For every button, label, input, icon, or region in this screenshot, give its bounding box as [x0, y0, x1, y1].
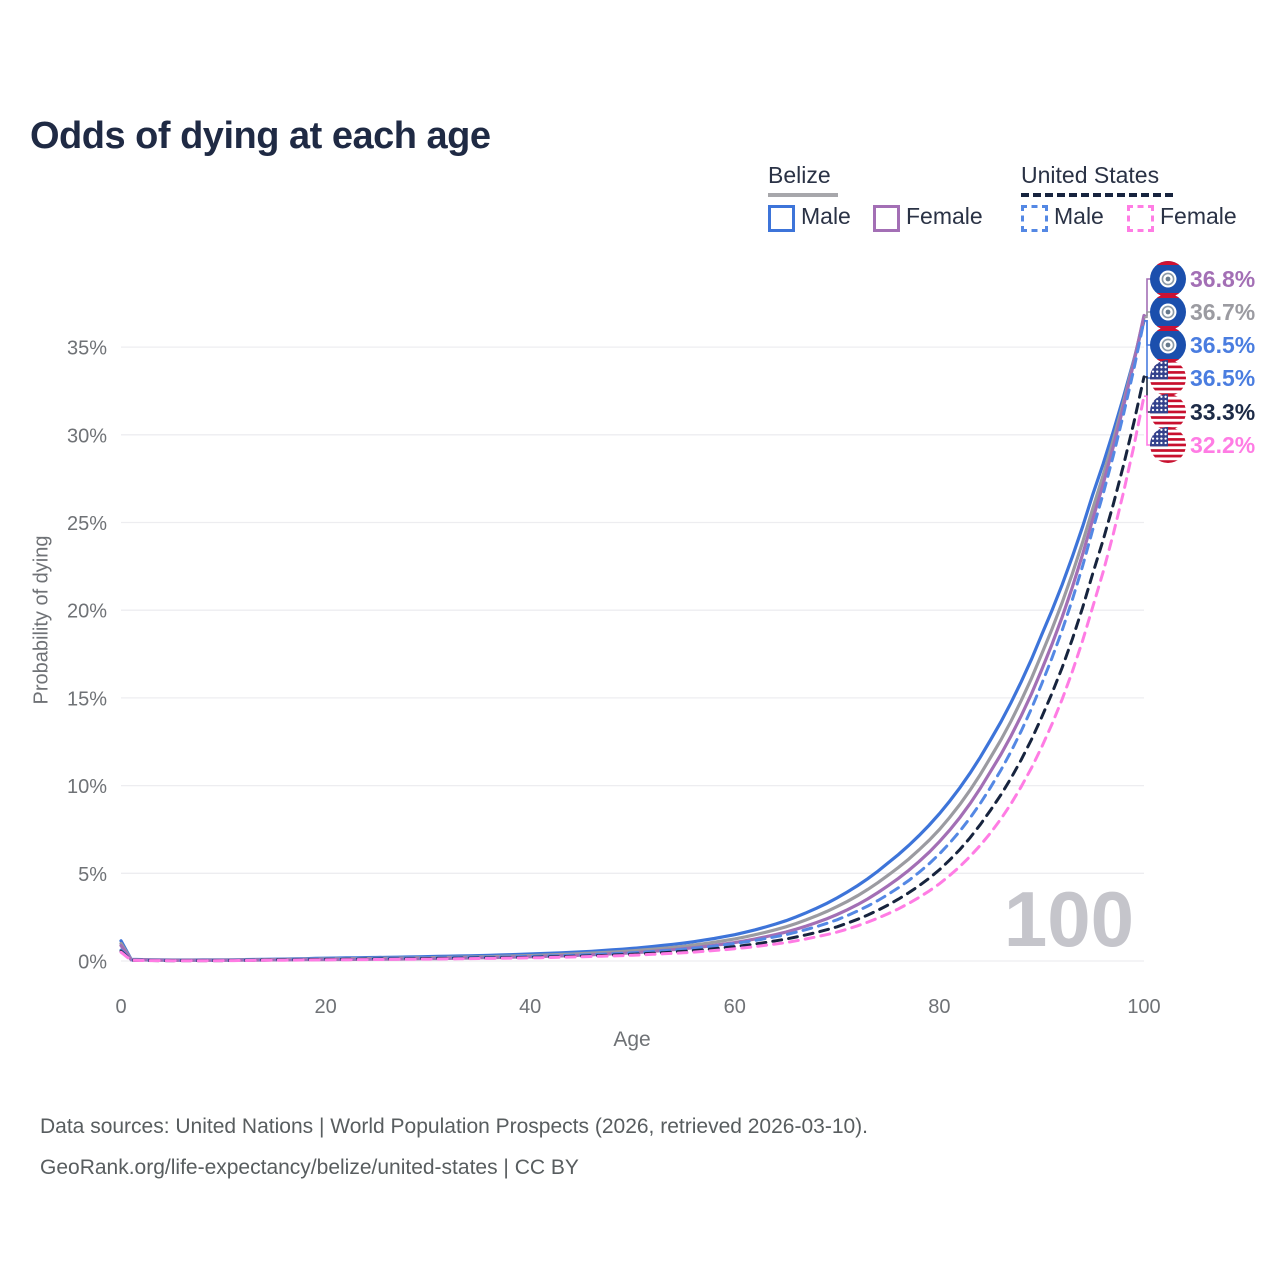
label-leader-line	[1144, 311, 1151, 319]
y-axis-tick-label: 25%	[67, 513, 107, 535]
line-belize-female[interactable]	[119, 313, 1146, 962]
label-leader-line	[1144, 278, 1151, 317]
legend-swatch-belize-male[interactable]	[768, 205, 795, 232]
x-axis-tick-label: 0	[115, 996, 126, 1018]
series-end-label: 36.8%	[1190, 266, 1255, 292]
y-axis-tick-label: 5%	[78, 864, 107, 886]
legend-label-us-female[interactable]: Female	[1160, 203, 1237, 229]
belize-flag-icon	[1150, 294, 1186, 330]
footer-credits: Data sources: United Nations | World Pop…	[40, 1106, 868, 1188]
x-axis-tick-label: 20	[314, 996, 336, 1018]
line-us-male[interactable]	[119, 319, 1146, 963]
y-axis-tick-label: 10%	[67, 776, 107, 798]
x-axis-title: Age	[613, 1028, 651, 1051]
attribution-line: GeoRank.org/life-expectancy/belize/unite…	[40, 1156, 579, 1179]
y-axis-title: Probability of dying	[30, 535, 53, 705]
us-flag-icon	[1150, 360, 1186, 396]
belize-flag-icon	[1150, 261, 1186, 297]
legend-swatch-us-male[interactable]	[1021, 205, 1048, 232]
label-leader-line	[1144, 320, 1151, 379]
legend-us-line-sample	[1021, 193, 1173, 197]
x-axis-tick-label: 80	[928, 996, 950, 1018]
y-axis-tick-label: 20%	[67, 601, 107, 623]
legend-label-us-male[interactable]: Male	[1054, 203, 1104, 229]
series-end-label: 36.5%	[1190, 365, 1255, 391]
legend-label-belize-female[interactable]: Female	[906, 203, 983, 229]
series-end-label: 32.2%	[1190, 432, 1255, 458]
us-flag-icon	[1150, 427, 1186, 463]
y-axis-tick-label: 30%	[67, 425, 107, 447]
x-axis-tick-label: 100	[1127, 996, 1160, 1018]
legend-group-united-states[interactable]: United States	[1021, 162, 1160, 188]
hovered-age-watermark: 100	[1004, 875, 1134, 963]
y-axis-tick-label: 15%	[67, 688, 107, 710]
y-axis-tick-label: 0%	[78, 952, 107, 974]
line-us-female[interactable]	[119, 394, 1146, 963]
label-leader-line	[1144, 376, 1151, 413]
y-axis-tick-label: 35%	[67, 338, 107, 360]
legend-swatch-us-female[interactable]	[1127, 205, 1154, 232]
line-belize-both[interactable]	[119, 315, 1146, 962]
data-sources-line: Data sources: United Nations | World Pop…	[40, 1115, 869, 1138]
legend-label-belize-male[interactable]: Male	[801, 203, 851, 229]
legend-group-belize[interactable]: Belize	[768, 162, 831, 188]
line-belize-male[interactable]	[119, 319, 1146, 962]
legend-belize-line-sample	[768, 193, 838, 197]
series-end-label: 36.5%	[1190, 332, 1255, 358]
x-axis-tick-label: 60	[724, 996, 746, 1018]
belize-flag-icon	[1150, 327, 1186, 363]
label-leader-line	[1144, 395, 1151, 446]
us-flag-icon	[1150, 394, 1186, 430]
legend-swatch-belize-female[interactable]	[873, 205, 900, 232]
x-axis-tick-label: 40	[519, 996, 541, 1018]
series-end-label: 36.7%	[1190, 299, 1255, 325]
page-title: Odds of dying at each age	[30, 115, 491, 158]
series-end-label: 33.3%	[1190, 399, 1255, 425]
